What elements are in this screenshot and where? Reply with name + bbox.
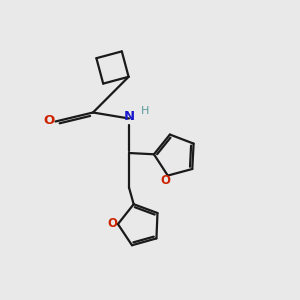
Text: O: O: [107, 218, 118, 230]
Text: O: O: [161, 174, 171, 187]
Text: N: N: [123, 110, 135, 123]
Text: O: O: [43, 113, 55, 127]
Text: H: H: [141, 106, 150, 116]
